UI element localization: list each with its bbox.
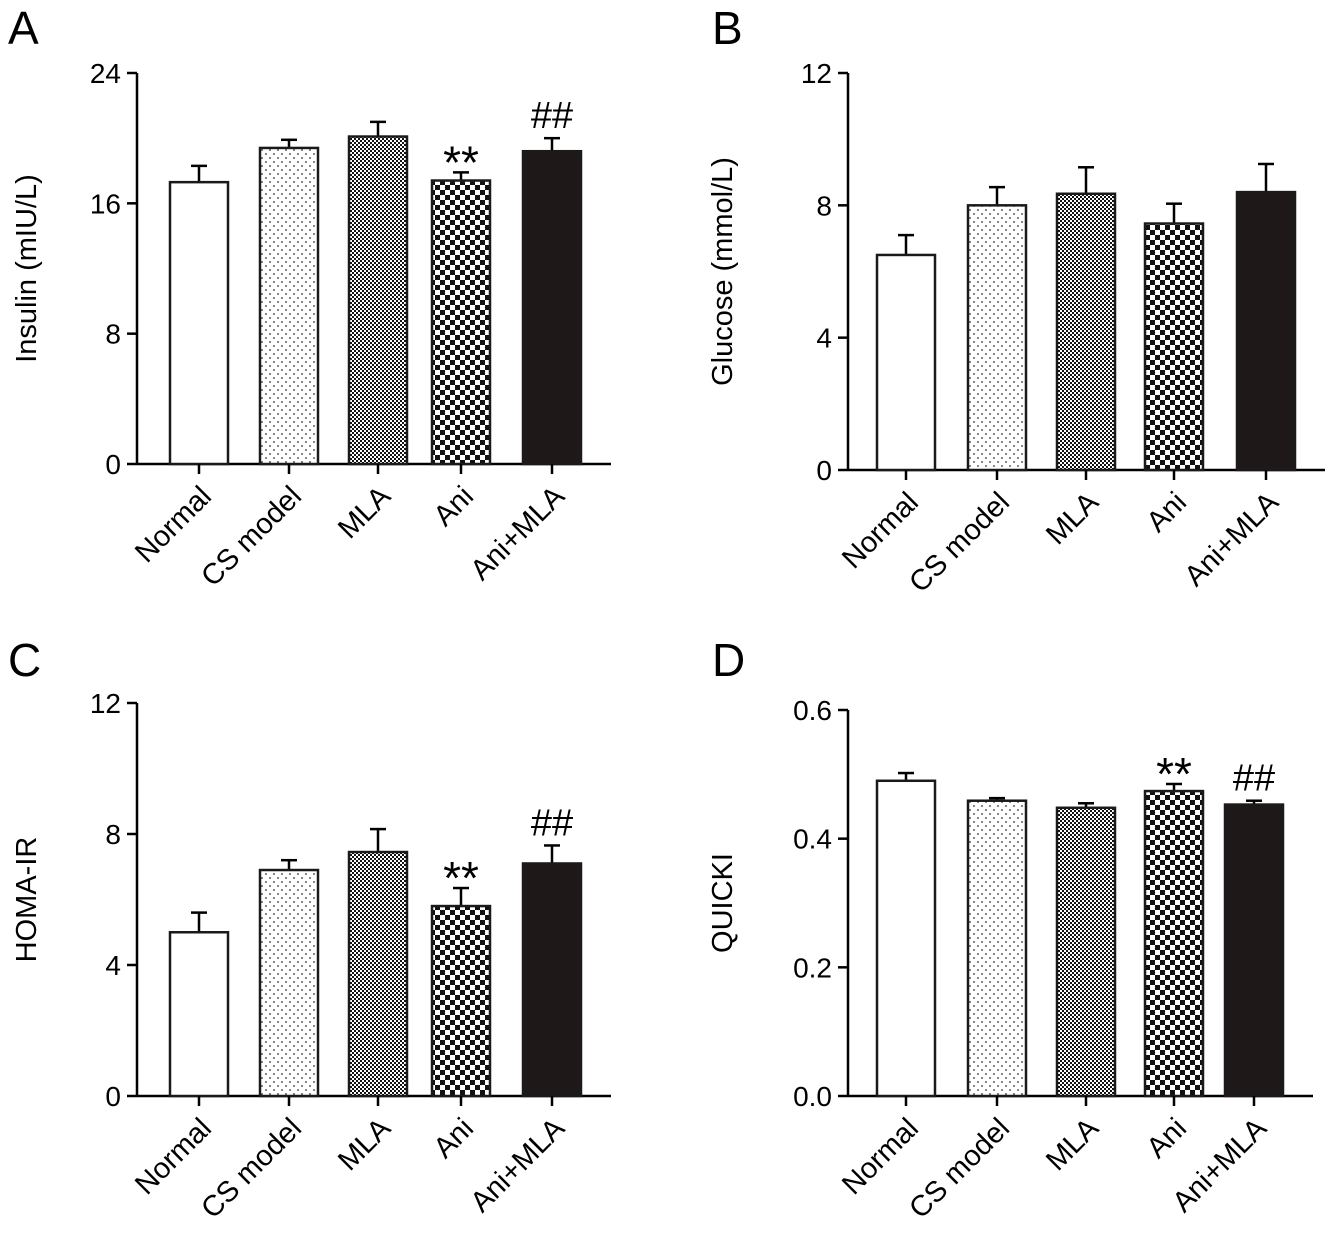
x-tick-label: Ani+MLA — [465, 1112, 572, 1219]
x-tick-label: Normal — [836, 486, 925, 575]
y-tick-label: 8 — [816, 190, 832, 221]
bar-mla — [1055, 806, 1117, 1098]
bar-ani — [1143, 789, 1205, 1098]
bar-normal — [875, 253, 937, 472]
bar-mla — [1055, 192, 1117, 472]
y-tick-label: 0 — [105, 1081, 121, 1112]
x-tick-label: CS model — [903, 486, 1016, 599]
significance-annotation: ## — [531, 802, 573, 844]
panel-label: A — [8, 2, 39, 54]
y-axis-label: Glucose (mmol/L) — [707, 157, 739, 386]
bar-normal — [168, 931, 230, 1098]
y-tick-label: 0 — [105, 449, 121, 480]
y-tick-label: 0 — [816, 455, 832, 486]
bar-ani — [1143, 222, 1205, 472]
x-tick-label: MLA — [1040, 486, 1105, 551]
y-tick-label: 8 — [105, 819, 121, 850]
y-tick-label: 4 — [105, 950, 121, 981]
y-tick-label: 12 — [90, 688, 121, 719]
bar-mla — [347, 850, 409, 1098]
bar-cs-model — [258, 868, 320, 1098]
bar-normal — [168, 180, 230, 466]
x-tick-label: Ani — [1141, 1112, 1193, 1164]
x-tick-label: Ani+MLA — [1179, 486, 1286, 593]
y-tick-label: 12 — [801, 58, 832, 89]
y-tick-label: 0.6 — [793, 695, 832, 726]
significance-annotation: ** — [1156, 748, 1192, 800]
bar-cs-model — [966, 799, 1028, 1098]
significance-annotation: ** — [443, 852, 479, 904]
y-axis-label: QUICKI — [707, 853, 739, 953]
x-tick-label: Ani+MLA — [465, 480, 572, 587]
x-tick-label: MLA — [332, 480, 397, 545]
panel-label: B — [712, 2, 743, 54]
significance-annotation: ** — [443, 136, 479, 188]
x-tick-label: Normal — [836, 1112, 925, 1201]
bar-ani-mla — [521, 862, 583, 1098]
bar-ani-mla — [1235, 190, 1297, 472]
y-tick-label: 0.2 — [793, 952, 832, 983]
x-tick-label: Ani — [428, 1112, 480, 1164]
bar-ani — [430, 179, 492, 466]
bar-normal — [875, 779, 937, 1098]
y-tick-label: 16 — [90, 188, 121, 219]
x-tick-label: Ani — [428, 480, 480, 532]
bar-ani — [430, 904, 492, 1098]
y-tick-label: 0.0 — [793, 1081, 832, 1112]
y-tick-label: 24 — [90, 58, 121, 89]
x-tick-label: Normal — [129, 1112, 218, 1201]
y-axis-label: Insulin (mIU/L) — [11, 174, 43, 363]
y-tick-label: 0.4 — [793, 824, 832, 855]
bar-mla — [347, 135, 409, 466]
x-tick-label: MLA — [1040, 1112, 1105, 1177]
significance-annotation: ## — [1233, 758, 1275, 800]
x-tick-label: Normal — [129, 480, 218, 569]
y-axis-label: HOMA-IR — [11, 837, 43, 963]
y-tick-label: 4 — [816, 323, 832, 354]
x-tick-label: MLA — [332, 1112, 397, 1177]
panel-label: C — [8, 634, 41, 686]
significance-annotation: ## — [531, 95, 573, 137]
x-tick-label: Ani — [1141, 486, 1193, 538]
panel-label: D — [712, 634, 745, 686]
x-tick-label: CS model — [903, 1112, 1016, 1225]
bar-cs-model — [258, 146, 320, 466]
bar-ani-mla — [521, 149, 583, 466]
bar-ani-mla — [1223, 803, 1285, 1098]
y-tick-label: 8 — [105, 319, 121, 350]
bar-cs-model — [966, 204, 1028, 472]
